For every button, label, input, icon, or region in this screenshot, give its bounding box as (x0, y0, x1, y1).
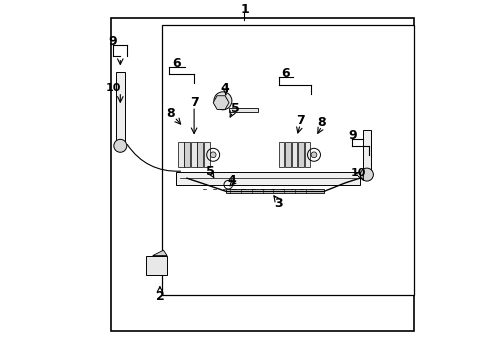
FancyBboxPatch shape (291, 142, 297, 167)
Text: 6: 6 (171, 57, 180, 69)
FancyBboxPatch shape (203, 142, 209, 167)
Text: 4: 4 (220, 82, 228, 95)
FancyBboxPatch shape (145, 256, 167, 275)
Text: 4: 4 (227, 174, 236, 186)
FancyBboxPatch shape (197, 142, 203, 167)
Circle shape (310, 152, 316, 158)
FancyBboxPatch shape (304, 142, 310, 167)
FancyBboxPatch shape (184, 142, 190, 167)
Text: 6: 6 (281, 67, 289, 80)
Circle shape (360, 168, 373, 181)
FancyBboxPatch shape (285, 142, 290, 167)
Circle shape (218, 96, 227, 105)
Text: 10: 10 (105, 83, 121, 93)
Text: 5: 5 (231, 102, 240, 114)
FancyBboxPatch shape (278, 142, 284, 167)
Text: 10: 10 (349, 168, 365, 178)
FancyBboxPatch shape (229, 108, 258, 112)
Text: 3: 3 (274, 197, 283, 210)
FancyBboxPatch shape (190, 142, 196, 167)
Circle shape (213, 92, 231, 110)
Text: 5: 5 (205, 165, 214, 177)
FancyBboxPatch shape (298, 142, 303, 167)
Text: 9: 9 (347, 129, 356, 141)
Text: 2: 2 (155, 291, 164, 303)
FancyBboxPatch shape (162, 25, 413, 295)
Polygon shape (213, 96, 228, 109)
FancyBboxPatch shape (116, 72, 124, 144)
Text: 8: 8 (166, 107, 175, 120)
Circle shape (210, 152, 216, 158)
FancyBboxPatch shape (111, 18, 413, 331)
Text: 1: 1 (240, 3, 248, 15)
Text: 7: 7 (189, 96, 198, 109)
Text: 8: 8 (317, 116, 325, 129)
Circle shape (114, 139, 126, 152)
FancyBboxPatch shape (178, 142, 183, 167)
Text: 7: 7 (295, 114, 304, 127)
Text: 9: 9 (108, 35, 117, 48)
FancyBboxPatch shape (226, 189, 323, 193)
FancyBboxPatch shape (362, 130, 370, 173)
FancyBboxPatch shape (176, 172, 359, 185)
Polygon shape (152, 250, 167, 256)
